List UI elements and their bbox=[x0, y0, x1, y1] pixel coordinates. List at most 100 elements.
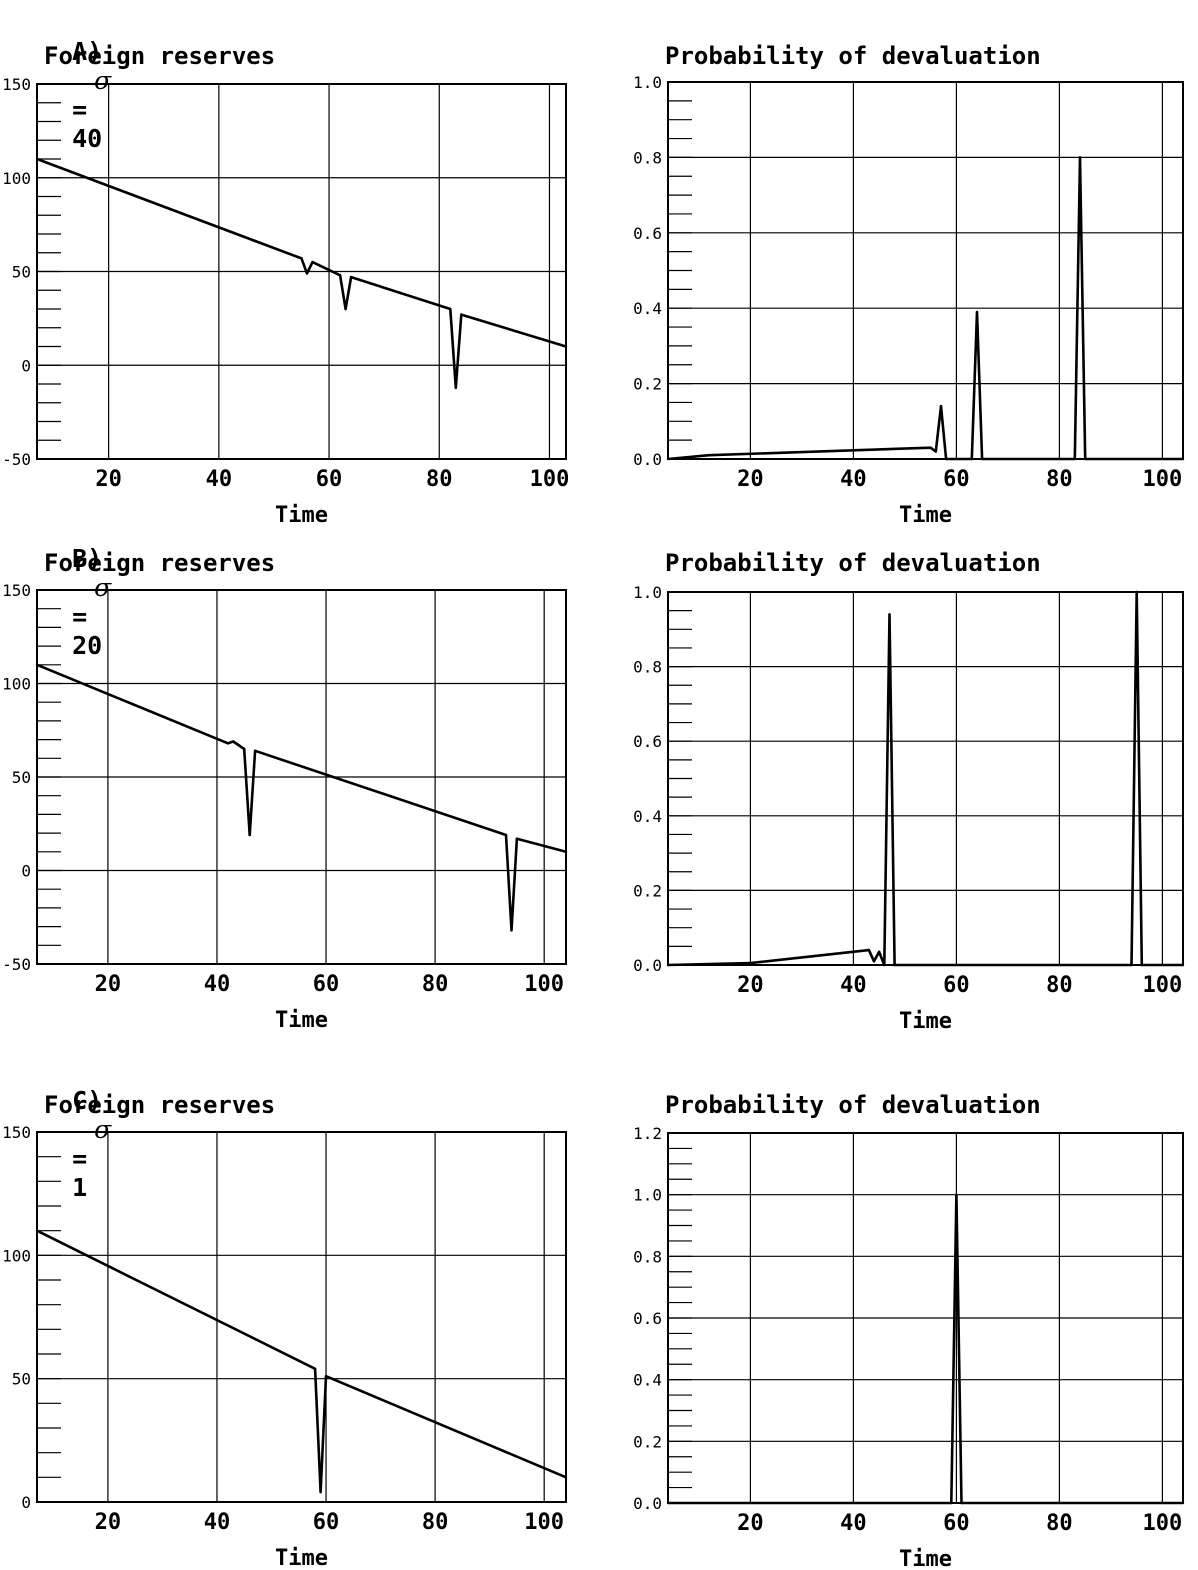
chart-a-reserves-xtick-label: 80 bbox=[426, 467, 453, 492]
chart-b-reserves-data-point bbox=[253, 749, 257, 753]
chart-c-reserves-frame bbox=[36, 1131, 567, 1503]
chart-a-reserves-data-point bbox=[449, 307, 452, 311]
chart-a-reserves-frame bbox=[36, 83, 567, 460]
sigma-symbol: σ bbox=[94, 66, 112, 95]
chart-c-probability-xtick-label: 100 bbox=[1143, 1511, 1183, 1536]
chart-title-b-probability: Probability of devaluation bbox=[665, 549, 1041, 577]
chart-a-probability-data-point bbox=[1078, 156, 1082, 159]
chart-a-reserves-ytick-label: 0 bbox=[21, 356, 31, 375]
chart-a-probability-frame bbox=[667, 81, 1184, 460]
chart-a-reserves-data-point bbox=[349, 275, 353, 279]
chart-c-reserves-data-point bbox=[35, 1229, 39, 1232]
chart-b-probability-data-point bbox=[872, 960, 876, 963]
chart-title-a-probability: Probability of devaluation bbox=[665, 42, 1041, 70]
chart-c-reserves-xtick-label: 20 bbox=[95, 1510, 122, 1535]
chart-a-probability-ytick-label: 0.2 bbox=[633, 375, 662, 394]
chart-b-probability-xtick-label: 100 bbox=[1143, 973, 1183, 998]
chart-a-reserves-ytick-label: 100 bbox=[2, 169, 31, 188]
chart-c-reserves-data-point bbox=[324, 1375, 328, 1378]
chart-b-reserves-xtick-label: 80 bbox=[422, 972, 449, 997]
chart-b-probability-ytick-label: 0.0 bbox=[633, 956, 662, 975]
chart-c-reserves-xtick-label: 40 bbox=[204, 1510, 231, 1535]
chart-c-reserves-ytick-label: 50 bbox=[12, 1370, 31, 1389]
chart-c-probability-ytick-label: 0.8 bbox=[633, 1247, 662, 1266]
equals-sign: = bbox=[72, 1144, 88, 1173]
chart-b-probability-xtick-label: 60 bbox=[943, 973, 970, 998]
chart-b-reserves-data-point bbox=[248, 833, 251, 837]
chart-b-probability-data-point bbox=[883, 963, 886, 967]
chart-b-reserves-frame bbox=[36, 589, 567, 965]
panel-letter: A) bbox=[72, 37, 103, 66]
chart-a-probability-ytick-label: 0.4 bbox=[633, 299, 662, 318]
chart-c-probability-xtick-label: 20 bbox=[737, 1511, 764, 1536]
chart-a-probability-data-point bbox=[708, 454, 711, 457]
chart-a-reserves-data-point bbox=[35, 157, 39, 161]
chart-b-probability-xtick-label: 40 bbox=[840, 973, 867, 998]
sigma-value: 1 bbox=[72, 1173, 88, 1202]
chart-a-probability-data-point bbox=[944, 457, 948, 461]
sigma-symbol: σ bbox=[94, 1115, 112, 1144]
chart-b-probability-data-point bbox=[1181, 963, 1185, 967]
chart-a-reserves-xtick-label: 60 bbox=[316, 467, 343, 492]
chart-title-b-reserves: Foreign reserves bbox=[44, 549, 276, 577]
chart-b-probability-data-point bbox=[867, 948, 871, 952]
chart-a-probability-data-point bbox=[929, 446, 932, 449]
chart-a-probability-xtick-label: 40 bbox=[840, 467, 867, 492]
chart-b-probability-data-point bbox=[877, 950, 881, 954]
chart-b-probability-series-line bbox=[667, 590, 1183, 967]
chart-c-probability-ytick-label: 0.6 bbox=[633, 1309, 662, 1328]
chart-c-probability-xtick-label: 40 bbox=[840, 1511, 867, 1536]
chart-a-probability-data-point bbox=[666, 457, 670, 461]
chart-c-probability-xlabel: Time bbox=[899, 1547, 952, 1570]
chart-c-reserves-data-point bbox=[319, 1490, 322, 1494]
chart-a-reserves-data-point bbox=[344, 307, 347, 311]
chart-c-probability-data-point bbox=[960, 1501, 963, 1505]
chart-c-reserves-data-point bbox=[313, 1367, 317, 1371]
panel-a-label: A) σ = 40 bbox=[42, 8, 111, 153]
chart-b-reserves-ytick-label: -50 bbox=[2, 955, 31, 974]
chart-a-probability-xlabel: Time bbox=[899, 503, 952, 528]
chart-a-probability-ytick-label: 0.6 bbox=[633, 224, 662, 243]
chart-b-reserves-xtick-label: 40 bbox=[204, 972, 231, 997]
panel-letter: B) bbox=[72, 544, 103, 573]
chart-b-probability-ytick-label: 0.4 bbox=[633, 807, 662, 826]
chart-title-c-probability: Probability of devaluation bbox=[665, 1091, 1041, 1119]
chart-a-reserves-xtick-label: 40 bbox=[206, 467, 233, 492]
chart-b-probability-data-point bbox=[666, 963, 670, 967]
panel-c-label: C) σ = 1 bbox=[42, 1057, 111, 1202]
chart-a-probability-data-point bbox=[939, 405, 943, 408]
chart-a-reserves-series-line bbox=[36, 157, 567, 390]
chart-c-probability-data-point bbox=[955, 1193, 958, 1196]
chart-c-reserves-xlabel: Time bbox=[275, 1546, 328, 1570]
chart-a-probability-data-point bbox=[1073, 457, 1077, 461]
panel-letter: C) bbox=[72, 1086, 103, 1115]
chart-a-probability-xtick-label: 60 bbox=[943, 467, 970, 492]
chart-c-probability-xtick-label: 80 bbox=[1046, 1511, 1073, 1536]
chart-a-probability-ytick-label: 1.0 bbox=[633, 73, 662, 92]
chart-a-probability-xtick-label: 100 bbox=[1143, 467, 1183, 492]
chart-a-reserves-xtick-label: 100 bbox=[530, 467, 570, 492]
chart-c-reserves-xtick-label: 80 bbox=[422, 1510, 449, 1535]
chart-b-probability-data-point bbox=[749, 961, 752, 965]
chart-c-probability-xtick-label: 60 bbox=[943, 1511, 970, 1536]
chart-b-reserves-ytick-label: 100 bbox=[2, 675, 31, 694]
chart-a-probability-data-point bbox=[1181, 457, 1185, 461]
chart-b-reserves-data-point bbox=[35, 663, 39, 666]
chart-b-reserves-ytick-label: 50 bbox=[12, 768, 31, 787]
chart-b-probability-ytick-label: 0.6 bbox=[633, 732, 662, 751]
chart-b-reserves-xtick-label: 60 bbox=[313, 972, 340, 997]
chart-a-reserves-ytick-label: 150 bbox=[2, 75, 31, 94]
chart-b-reserves-data-point bbox=[226, 742, 230, 745]
chart-b-probability-ytick-label: 0.2 bbox=[633, 881, 662, 900]
chart-b-probability-data-point bbox=[1135, 590, 1138, 594]
sigma-symbol: σ bbox=[94, 573, 112, 602]
chart-a-probability-data-point bbox=[1083, 457, 1087, 461]
chart-b-reserves-data-point bbox=[243, 747, 246, 751]
chart-b-probability-data-point bbox=[1130, 963, 1133, 967]
chart-b-probability-xtick-label: 80 bbox=[1046, 973, 1073, 998]
chart-b-reserves-data-point bbox=[564, 850, 568, 853]
chart-c-probability-ytick-label: 0.0 bbox=[633, 1494, 662, 1513]
chart-b-reserves-data-point bbox=[510, 929, 513, 932]
chart-c-reserves-data-point bbox=[564, 1476, 568, 1479]
chart-a-reserves-data-point bbox=[454, 386, 457, 389]
